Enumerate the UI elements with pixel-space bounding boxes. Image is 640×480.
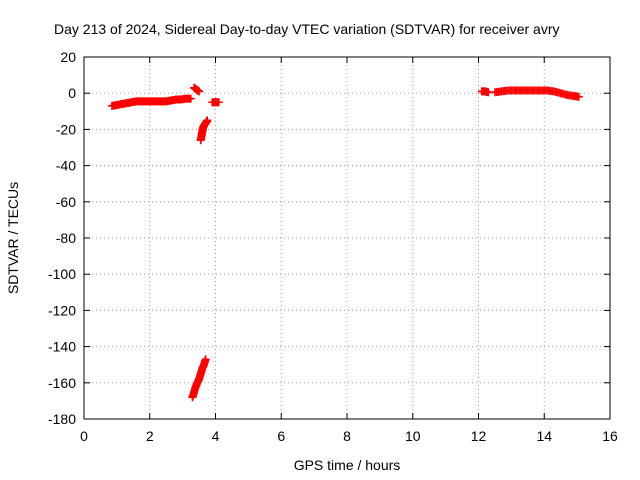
y-tick-label: -100 (48, 266, 76, 282)
data-point (186, 94, 195, 103)
x-tick-label: 0 (80, 428, 88, 444)
plot-frame (83, 56, 611, 420)
grid-lines (84, 57, 610, 419)
y-tick-label: 20 (60, 49, 76, 65)
chart-title: Day 213 of 2024, Sidereal Day-to-day VTE… (54, 21, 560, 37)
x-tick-label: 14 (536, 428, 552, 444)
data-points (107, 83, 583, 402)
x-tick-label: 12 (471, 428, 487, 444)
x-tick-label: 6 (277, 428, 285, 444)
x-tick-label: 8 (343, 428, 351, 444)
data-point (195, 87, 204, 96)
y-axis-label: SDTVAR / TECUs (5, 182, 21, 294)
x-axis-label: GPS time / hours (294, 457, 401, 473)
axis-ticks: 0 2 4 6 8 10 12 14 16 20 0 -20 -40 -60 -80 -100 -120 -140… (48, 49, 618, 444)
x-tick-label: 2 (146, 428, 154, 444)
x-tick-label: 4 (212, 428, 220, 444)
y-tick-label: -120 (48, 302, 76, 318)
y-tick-label: -180 (48, 411, 76, 427)
data-point (574, 92, 583, 101)
data-point (203, 116, 212, 125)
y-tick-label: 0 (68, 85, 76, 101)
y-tick-label: -140 (48, 339, 76, 355)
y-tick-label: -160 (48, 375, 76, 391)
data-point (201, 355, 210, 364)
y-tick-label: -40 (56, 158, 76, 174)
x-tick-label: 10 (405, 428, 421, 444)
y-tick-label: -60 (56, 194, 76, 210)
x-tick-label: 16 (602, 428, 618, 444)
y-tick-label: -80 (56, 230, 76, 246)
data-point (214, 98, 223, 107)
y-tick-label: -20 (56, 121, 76, 137)
